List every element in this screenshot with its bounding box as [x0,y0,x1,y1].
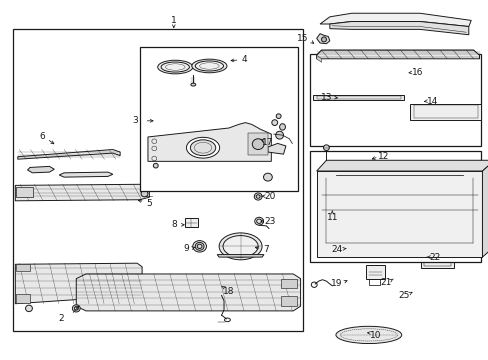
Polygon shape [316,50,479,59]
Ellipse shape [72,305,80,312]
Bar [13,30,303,330]
Polygon shape [76,274,300,311]
Polygon shape [148,123,271,161]
Text: 15: 15 [297,34,308,43]
Polygon shape [316,50,479,59]
Ellipse shape [254,217,263,225]
Text: 13: 13 [320,93,331,102]
Polygon shape [320,13,470,27]
Polygon shape [15,263,142,304]
Ellipse shape [276,114,281,118]
Text: 9: 9 [183,244,188,253]
Bar [16,264,30,271]
Text: 5: 5 [146,199,152,208]
Bar [366,265,384,279]
Bar [281,296,296,306]
Bar [16,187,33,197]
Ellipse shape [192,240,206,252]
Text: 8: 8 [171,220,176,229]
Text: 18: 18 [223,287,234,296]
Bar [248,133,267,155]
Ellipse shape [195,61,223,71]
Bar [140,47,298,191]
Ellipse shape [186,137,219,158]
Ellipse shape [323,145,329,150]
Polygon shape [409,104,480,120]
Ellipse shape [141,190,148,197]
Text: 19: 19 [331,279,342,288]
Ellipse shape [321,37,326,42]
Ellipse shape [25,305,32,312]
Polygon shape [18,149,120,159]
Ellipse shape [191,59,226,73]
Bar [16,294,30,303]
Ellipse shape [195,242,203,250]
Bar [281,279,296,288]
Bar [420,243,453,268]
Polygon shape [316,160,488,171]
Ellipse shape [252,139,264,149]
Ellipse shape [335,326,401,343]
Ellipse shape [275,131,283,139]
Text: 1: 1 [171,16,176,25]
Text: 17: 17 [261,138,273,147]
Ellipse shape [271,120,277,126]
Polygon shape [313,95,404,100]
Polygon shape [316,34,329,44]
Polygon shape [15,184,149,201]
Text: 22: 22 [428,253,439,262]
Text: 14: 14 [426,96,437,105]
Polygon shape [482,160,488,257]
Text: 2: 2 [59,314,64,323]
Ellipse shape [347,244,358,253]
Polygon shape [267,143,285,154]
Ellipse shape [190,140,215,156]
Text: 20: 20 [264,192,275,201]
Text: 3: 3 [132,116,138,125]
Ellipse shape [254,193,262,200]
Ellipse shape [342,212,356,224]
Polygon shape [329,22,468,35]
Polygon shape [316,55,321,62]
Text: 7: 7 [263,246,269,255]
Ellipse shape [190,83,195,86]
Text: 21: 21 [380,278,391,287]
Ellipse shape [153,163,158,168]
Bar [368,279,379,285]
Polygon shape [59,172,113,177]
Ellipse shape [279,124,285,130]
Text: 16: 16 [411,68,423,77]
Polygon shape [217,255,264,257]
Text: 4: 4 [241,55,247,64]
Ellipse shape [158,60,192,74]
Polygon shape [316,171,482,257]
Text: 25: 25 [398,291,409,300]
Ellipse shape [161,62,189,72]
Text: 10: 10 [369,332,381,341]
Text: 11: 11 [326,213,337,222]
Ellipse shape [219,233,262,260]
Polygon shape [27,166,54,173]
Bar [310,151,480,262]
Bar [184,218,197,227]
Text: 6: 6 [39,132,45,141]
Ellipse shape [263,173,272,181]
Ellipse shape [223,235,258,257]
Bar [310,54,480,146]
Text: 12: 12 [377,152,388,161]
Text: 23: 23 [264,217,275,226]
Text: 24: 24 [331,246,342,255]
Bar [423,246,450,266]
